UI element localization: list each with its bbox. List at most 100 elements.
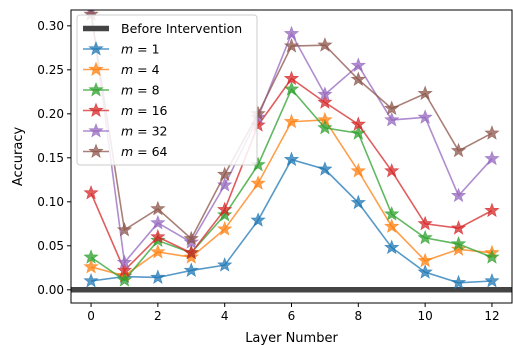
data-point [116, 254, 133, 270]
data-point [150, 269, 166, 285]
series-1 [83, 151, 500, 290]
x-tick-label: 2 [154, 309, 162, 323]
data-point [450, 220, 467, 235]
x-tick-label: 8 [354, 309, 362, 323]
data-point [217, 201, 233, 217]
data-point [384, 111, 400, 127]
legend-item-4: m = 16 [83, 102, 168, 118]
data-point [183, 249, 199, 264]
data-point [283, 70, 300, 86]
legend-label: m = 32 [121, 124, 168, 139]
legend-item-5: m = 32 [83, 122, 168, 139]
data-point [83, 258, 99, 274]
data-point [283, 25, 300, 41]
data-point [317, 37, 333, 52]
data-point [350, 194, 366, 210]
data-point [417, 264, 433, 279]
series-4 [83, 70, 500, 277]
data-point [350, 57, 366, 72]
data-point [217, 206, 233, 222]
data-point [183, 262, 199, 277]
data-point [150, 243, 166, 259]
data-point [450, 241, 467, 256]
data-point [217, 166, 233, 182]
data-point [484, 202, 500, 218]
legend-marker [88, 61, 104, 77]
legend-label: m = 16 [121, 103, 168, 118]
data-point [150, 214, 166, 230]
data-point [350, 71, 366, 87]
y-tick-label: 0.00 [37, 283, 64, 297]
y-tick-label: 0.25 [37, 63, 64, 77]
y-tick-label: 0.15 [37, 151, 64, 165]
data-point [384, 100, 400, 116]
data-point [116, 221, 133, 237]
legend-label: m = 1 [121, 42, 160, 57]
data-point [417, 252, 433, 268]
data-point [417, 109, 433, 124]
legend: Before Intervention m = 1 m = 4 m = 8 m = 16… [76, 14, 258, 166]
data-point [450, 274, 467, 290]
data-point [484, 249, 500, 264]
series-3 [83, 81, 500, 287]
legend-label: m = 4 [121, 62, 160, 77]
data-point [384, 162, 400, 178]
data-point [484, 125, 500, 140]
legend-marker [88, 102, 104, 118]
data-point [350, 116, 366, 131]
data-point [484, 150, 500, 166]
legend-item-baseline: Before Intervention [83, 21, 242, 36]
data-point [317, 161, 333, 176]
data-point [384, 206, 400, 221]
data-point [317, 94, 333, 109]
legend-item-6: m = 64 [83, 143, 168, 159]
data-point [116, 262, 133, 277]
data-point [450, 235, 467, 251]
data-point [217, 221, 233, 236]
legend-marker [88, 81, 104, 97]
data-point [283, 81, 300, 96]
x-tick-label: 12 [484, 309, 499, 323]
y-tick-label: 0.30 [37, 19, 64, 33]
x-tick-label: 10 [417, 309, 432, 323]
data-point [250, 175, 266, 190]
axis-ticks: 0 2 4 6 8 10 12 0.00 0.05 0.10 0.15 0.20 0.25 0.30 [37, 19, 499, 323]
data-point [317, 86, 333, 101]
data-point [350, 125, 366, 140]
data-point [283, 38, 300, 53]
y-axis-label: Accuracy [11, 127, 26, 187]
data-point [384, 239, 400, 255]
legend-item-3: m = 8 [83, 81, 160, 98]
data-point [183, 244, 199, 260]
plot-area [70, 9, 513, 304]
y-tick-label: 0.05 [37, 239, 64, 253]
data-point [417, 229, 433, 245]
legend-item-1: m = 1 [83, 40, 160, 57]
x-axis-label: Layer Number [245, 331, 338, 345]
data-point [484, 272, 500, 288]
data-point [250, 212, 266, 227]
data-point [183, 230, 199, 246]
x-tick-label: 4 [221, 309, 229, 323]
data-point [283, 151, 300, 167]
data-point [116, 272, 133, 287]
y-tick-label: 0.10 [37, 195, 64, 209]
data-point [217, 257, 233, 272]
data-point [83, 249, 99, 264]
x-tick-label: 6 [288, 309, 296, 323]
data-point [317, 119, 333, 135]
data-point [283, 113, 300, 129]
data-point [83, 184, 99, 200]
data-point [450, 142, 467, 158]
x-tick-label: 0 [87, 309, 95, 323]
data-point [150, 228, 166, 244]
data-point [350, 162, 366, 178]
data-point [450, 187, 467, 203]
legend-label: m = 64 [121, 144, 168, 159]
data-point [150, 200, 166, 216]
data-point [417, 85, 433, 101]
data-point [417, 215, 433, 231]
legend-marker [88, 122, 104, 138]
legend-box [76, 14, 258, 166]
